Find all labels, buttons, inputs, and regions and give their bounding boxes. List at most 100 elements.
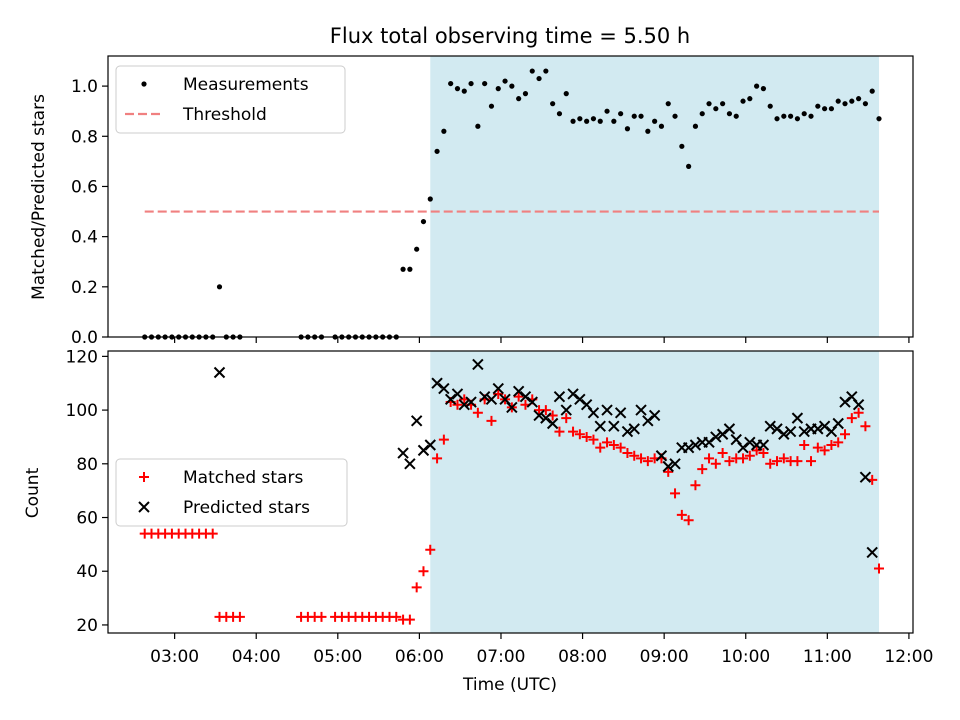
matched-star-point <box>629 450 640 461</box>
x-tick-label: 08:00 <box>558 647 607 667</box>
matched-star-point <box>608 440 619 450</box>
predicted-star-point <box>519 390 532 403</box>
legend-label: Predicted stars <box>183 498 310 518</box>
measurement-point <box>597 118 603 124</box>
predicted-star-point <box>546 417 559 430</box>
predicted-star-point <box>601 404 613 416</box>
measurement-point <box>679 143 685 149</box>
axes-frame <box>107 350 914 634</box>
measurement-point <box>611 118 617 124</box>
ylabel-ratio: Matched/Predicted stars <box>29 94 49 300</box>
predicted-star-point <box>628 423 640 435</box>
measurement-point <box>788 113 794 119</box>
predicted-star-point <box>533 409 545 422</box>
legend-marker-matched <box>139 472 149 482</box>
x-tick-label: 09:00 <box>640 647 689 667</box>
measurement-point <box>502 78 508 84</box>
matched-star-point <box>840 429 851 440</box>
measurement-point <box>414 246 420 252</box>
measurement-point <box>427 196 433 202</box>
predicted-star-point <box>512 385 525 397</box>
x-tick-label: 07:00 <box>476 647 525 667</box>
matched-star-point <box>860 421 871 432</box>
measurement-point <box>529 68 535 74</box>
measurement-point <box>876 116 882 122</box>
predicted-star-point <box>574 393 586 406</box>
measurement-point <box>454 86 461 92</box>
matched-star-point <box>670 488 681 499</box>
matched-star-point <box>853 407 864 418</box>
predicted-star-point <box>614 407 627 419</box>
measurement-point <box>849 98 855 104</box>
measurement-point <box>645 128 651 134</box>
measurement-point <box>618 111 624 117</box>
predicted-star-point <box>710 431 722 443</box>
predicted-star-point <box>798 425 810 438</box>
measurement-point <box>760 86 767 92</box>
y-tick-label: 0.2 <box>71 278 98 298</box>
predicted-star-point <box>472 358 484 371</box>
matched-star-point <box>676 509 687 520</box>
matched-star-point <box>724 456 735 467</box>
measurement-point <box>482 80 488 87</box>
measurement-point <box>822 106 828 112</box>
measurement-point <box>577 116 583 122</box>
measurement-point <box>461 88 467 94</box>
matched-star-point <box>568 426 579 437</box>
measurement-point <box>801 111 807 117</box>
matched-star-point <box>704 453 715 464</box>
measurement-point <box>550 101 556 107</box>
matched-star-point <box>799 440 810 450</box>
predicted-star-point <box>791 412 804 424</box>
predicted-star-point <box>737 441 749 454</box>
x-tick-label: 04:00 <box>232 647 281 667</box>
predicted-star-point <box>492 382 504 395</box>
y-tick-label: 1.0 <box>71 77 98 97</box>
matched-star-point <box>697 464 708 475</box>
matched-star-point <box>874 563 885 574</box>
predicted-star-point <box>723 423 736 435</box>
ylabel-count: Count <box>23 467 43 518</box>
measurement-point <box>754 83 760 89</box>
measurement-point <box>774 116 780 122</box>
legend-box <box>115 65 346 134</box>
predicted-star-point <box>444 393 457 406</box>
measurement-point <box>441 128 447 134</box>
y-tick-label: 0.4 <box>71 228 98 248</box>
matched-star-point <box>411 582 422 593</box>
measurement-point <box>584 118 590 124</box>
x-tick-label: 12:00 <box>884 647 933 667</box>
measurement-point <box>448 80 454 87</box>
matched-star-point <box>595 442 606 453</box>
measurement-point <box>652 118 658 124</box>
predicted-star-point <box>655 450 668 462</box>
predicted-star-point <box>669 458 681 470</box>
predicted-star-point <box>784 425 797 438</box>
matched-star-point <box>846 413 857 424</box>
predicted-star-point <box>567 388 579 400</box>
measurement-point <box>590 116 597 122</box>
matched-star-point <box>738 453 749 464</box>
top-axes: 0.0 0.2 0.4 0.6 0.8 1.0 Measurements Threshold <box>71 55 914 348</box>
measurement-point <box>509 83 515 89</box>
measurement-point <box>713 106 719 112</box>
matched-star-point <box>438 434 449 445</box>
matched-star-point <box>432 453 443 464</box>
predicted-star-point <box>458 399 470 411</box>
measurement-point <box>862 101 869 107</box>
matched-star-point <box>683 515 694 526</box>
y-tick-label: 100 <box>66 401 98 421</box>
matched-star-point <box>806 456 817 467</box>
chart-title: Flux total observing time = 5.50 h <box>330 24 690 48</box>
matched-star-point <box>540 405 551 416</box>
predicted-star-point <box>839 396 851 408</box>
predicted-star-point <box>621 425 634 438</box>
measurement-point <box>733 113 739 119</box>
legend-box <box>115 458 348 527</box>
measurement-point <box>522 91 529 97</box>
measurement-point <box>488 103 495 109</box>
matched-star-point <box>554 426 565 437</box>
predicted-star-point <box>866 546 878 559</box>
legend-marker-predicted <box>138 501 150 513</box>
